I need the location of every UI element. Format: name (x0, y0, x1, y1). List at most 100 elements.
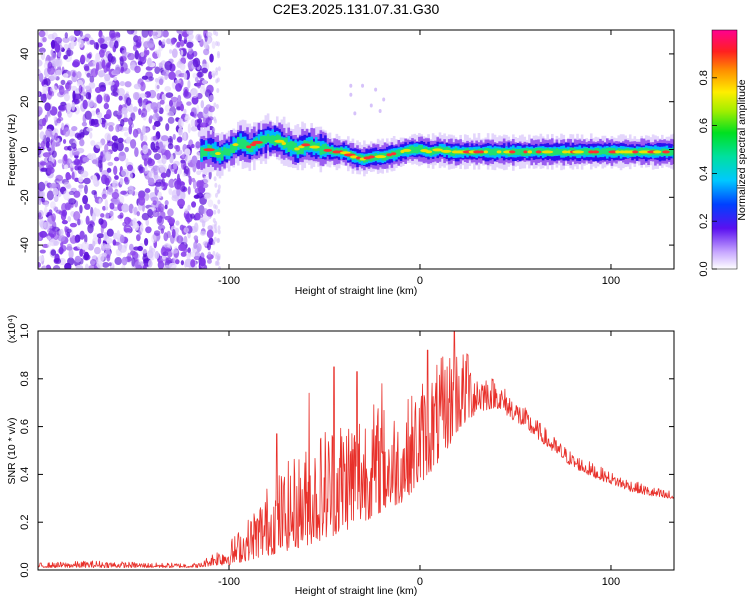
noise-speckle (217, 199, 221, 205)
noise-speckle (168, 188, 173, 195)
signal-band-cell (275, 134, 279, 145)
noise-speckle (161, 93, 166, 102)
noise-speckle (88, 81, 96, 89)
signal-band-cell (500, 148, 504, 155)
noise-speckle (53, 258, 62, 265)
noise-speckle (150, 196, 159, 202)
noise-speckle (164, 200, 169, 206)
noise-speckle (117, 214, 124, 219)
noise-speckle (117, 88, 126, 96)
noise-speckle (45, 128, 53, 138)
noise-speckle (170, 168, 176, 175)
noise-speckle (215, 104, 219, 110)
noise-speckle (104, 151, 112, 161)
noise-speckle (162, 69, 170, 77)
noise-speckle (96, 260, 103, 269)
noise-speckle (177, 94, 182, 103)
signal-band-cell (264, 135, 268, 144)
noise-speckle (130, 112, 136, 122)
noise-speckle (38, 72, 44, 83)
noise-speckle (113, 40, 119, 49)
noise-speckle (153, 120, 161, 127)
noise-speckle (207, 116, 214, 121)
noise-speckle (51, 39, 56, 49)
noise-speckle (128, 243, 134, 251)
snr-x-ticks: -100 0 100 (218, 331, 620, 588)
noise-speckle (109, 39, 115, 49)
noise-speckle (195, 141, 201, 149)
noise-speckle (176, 136, 183, 143)
noise-speckle (141, 108, 148, 118)
noise-speckle (187, 204, 191, 211)
noise-speckle (90, 68, 98, 78)
noise-speckle (77, 166, 83, 171)
noise-speckle (43, 221, 51, 230)
noise-speckle (212, 72, 216, 78)
noise-speckle (99, 87, 106, 92)
noise-speckle (214, 228, 218, 234)
noise-speckle (43, 93, 47, 99)
noise-speckle (96, 111, 103, 119)
noise-speckle (141, 125, 146, 135)
noise-speckle (91, 189, 97, 195)
noise-speckle (158, 62, 163, 67)
noise-speckle (62, 37, 70, 43)
noise-speckle (119, 81, 126, 87)
noise-speckle (192, 72, 197, 79)
noise-speckle (76, 79, 84, 87)
noise-speckle (217, 229, 221, 235)
noise-speckle (214, 118, 218, 124)
noise-speckle (98, 198, 102, 204)
signal-hotspot (249, 143, 257, 147)
noise-speckle (121, 107, 128, 115)
noise-speckle (148, 170, 155, 178)
noise-speckle (44, 114, 48, 123)
noise-speckle (142, 144, 149, 155)
noise-speckle (112, 199, 121, 205)
noise-speckle (100, 43, 108, 50)
noise-speckle (187, 123, 191, 134)
signal-band-cell (560, 148, 563, 156)
signal-band-cell (285, 137, 288, 148)
noise-speckle (180, 190, 186, 201)
noise-speckle (43, 78, 51, 87)
noise-speckle (106, 254, 111, 262)
noise-speckle (96, 94, 103, 104)
noise-speckle (71, 149, 76, 156)
noise-speckle (81, 121, 88, 127)
noise-speckle (167, 208, 174, 217)
noise-speckle (374, 87, 378, 92)
noise-speckle (196, 151, 201, 160)
noise-speckle (50, 249, 57, 256)
noise-speckle (95, 61, 100, 72)
noise-speckle (71, 61, 80, 68)
noise-speckle (206, 242, 212, 251)
noise-speckle (104, 36, 111, 41)
signal-band-cell (415, 146, 419, 154)
signal-hotspot (214, 152, 221, 156)
noise-speckle (98, 218, 104, 225)
noise-speckle (84, 203, 91, 210)
signal-band-cell (204, 148, 208, 157)
noise-speckle (152, 200, 157, 206)
spectrogram-panel: -100 0 100 -40 -20 0 20 40 Height of straight … (6, 29, 675, 297)
noise-speckle (165, 123, 170, 131)
y-tick-label: -20 (19, 189, 31, 205)
signal-band-cell (211, 148, 215, 158)
signal-band-cell (491, 148, 495, 156)
spectrogram-y-axis-label: Frequency (Hz) (6, 114, 18, 186)
noise-speckle (214, 220, 218, 226)
noise-speckle (187, 167, 191, 178)
noise-speckle (101, 59, 106, 69)
noise-speckle (214, 192, 218, 198)
noise-speckle (74, 236, 79, 244)
signal-band-cell (672, 148, 674, 155)
noise-speckle (213, 30, 217, 36)
noise-speckle (165, 92, 174, 99)
noise-speckle (100, 151, 104, 159)
noise-speckle (132, 91, 140, 101)
colorbar-ticks: 0.0 0.2 0.4 0.6 0.8 (698, 70, 717, 277)
noise-speckle (69, 222, 77, 228)
noise-speckle (119, 234, 125, 244)
noise-speckle (113, 165, 118, 176)
